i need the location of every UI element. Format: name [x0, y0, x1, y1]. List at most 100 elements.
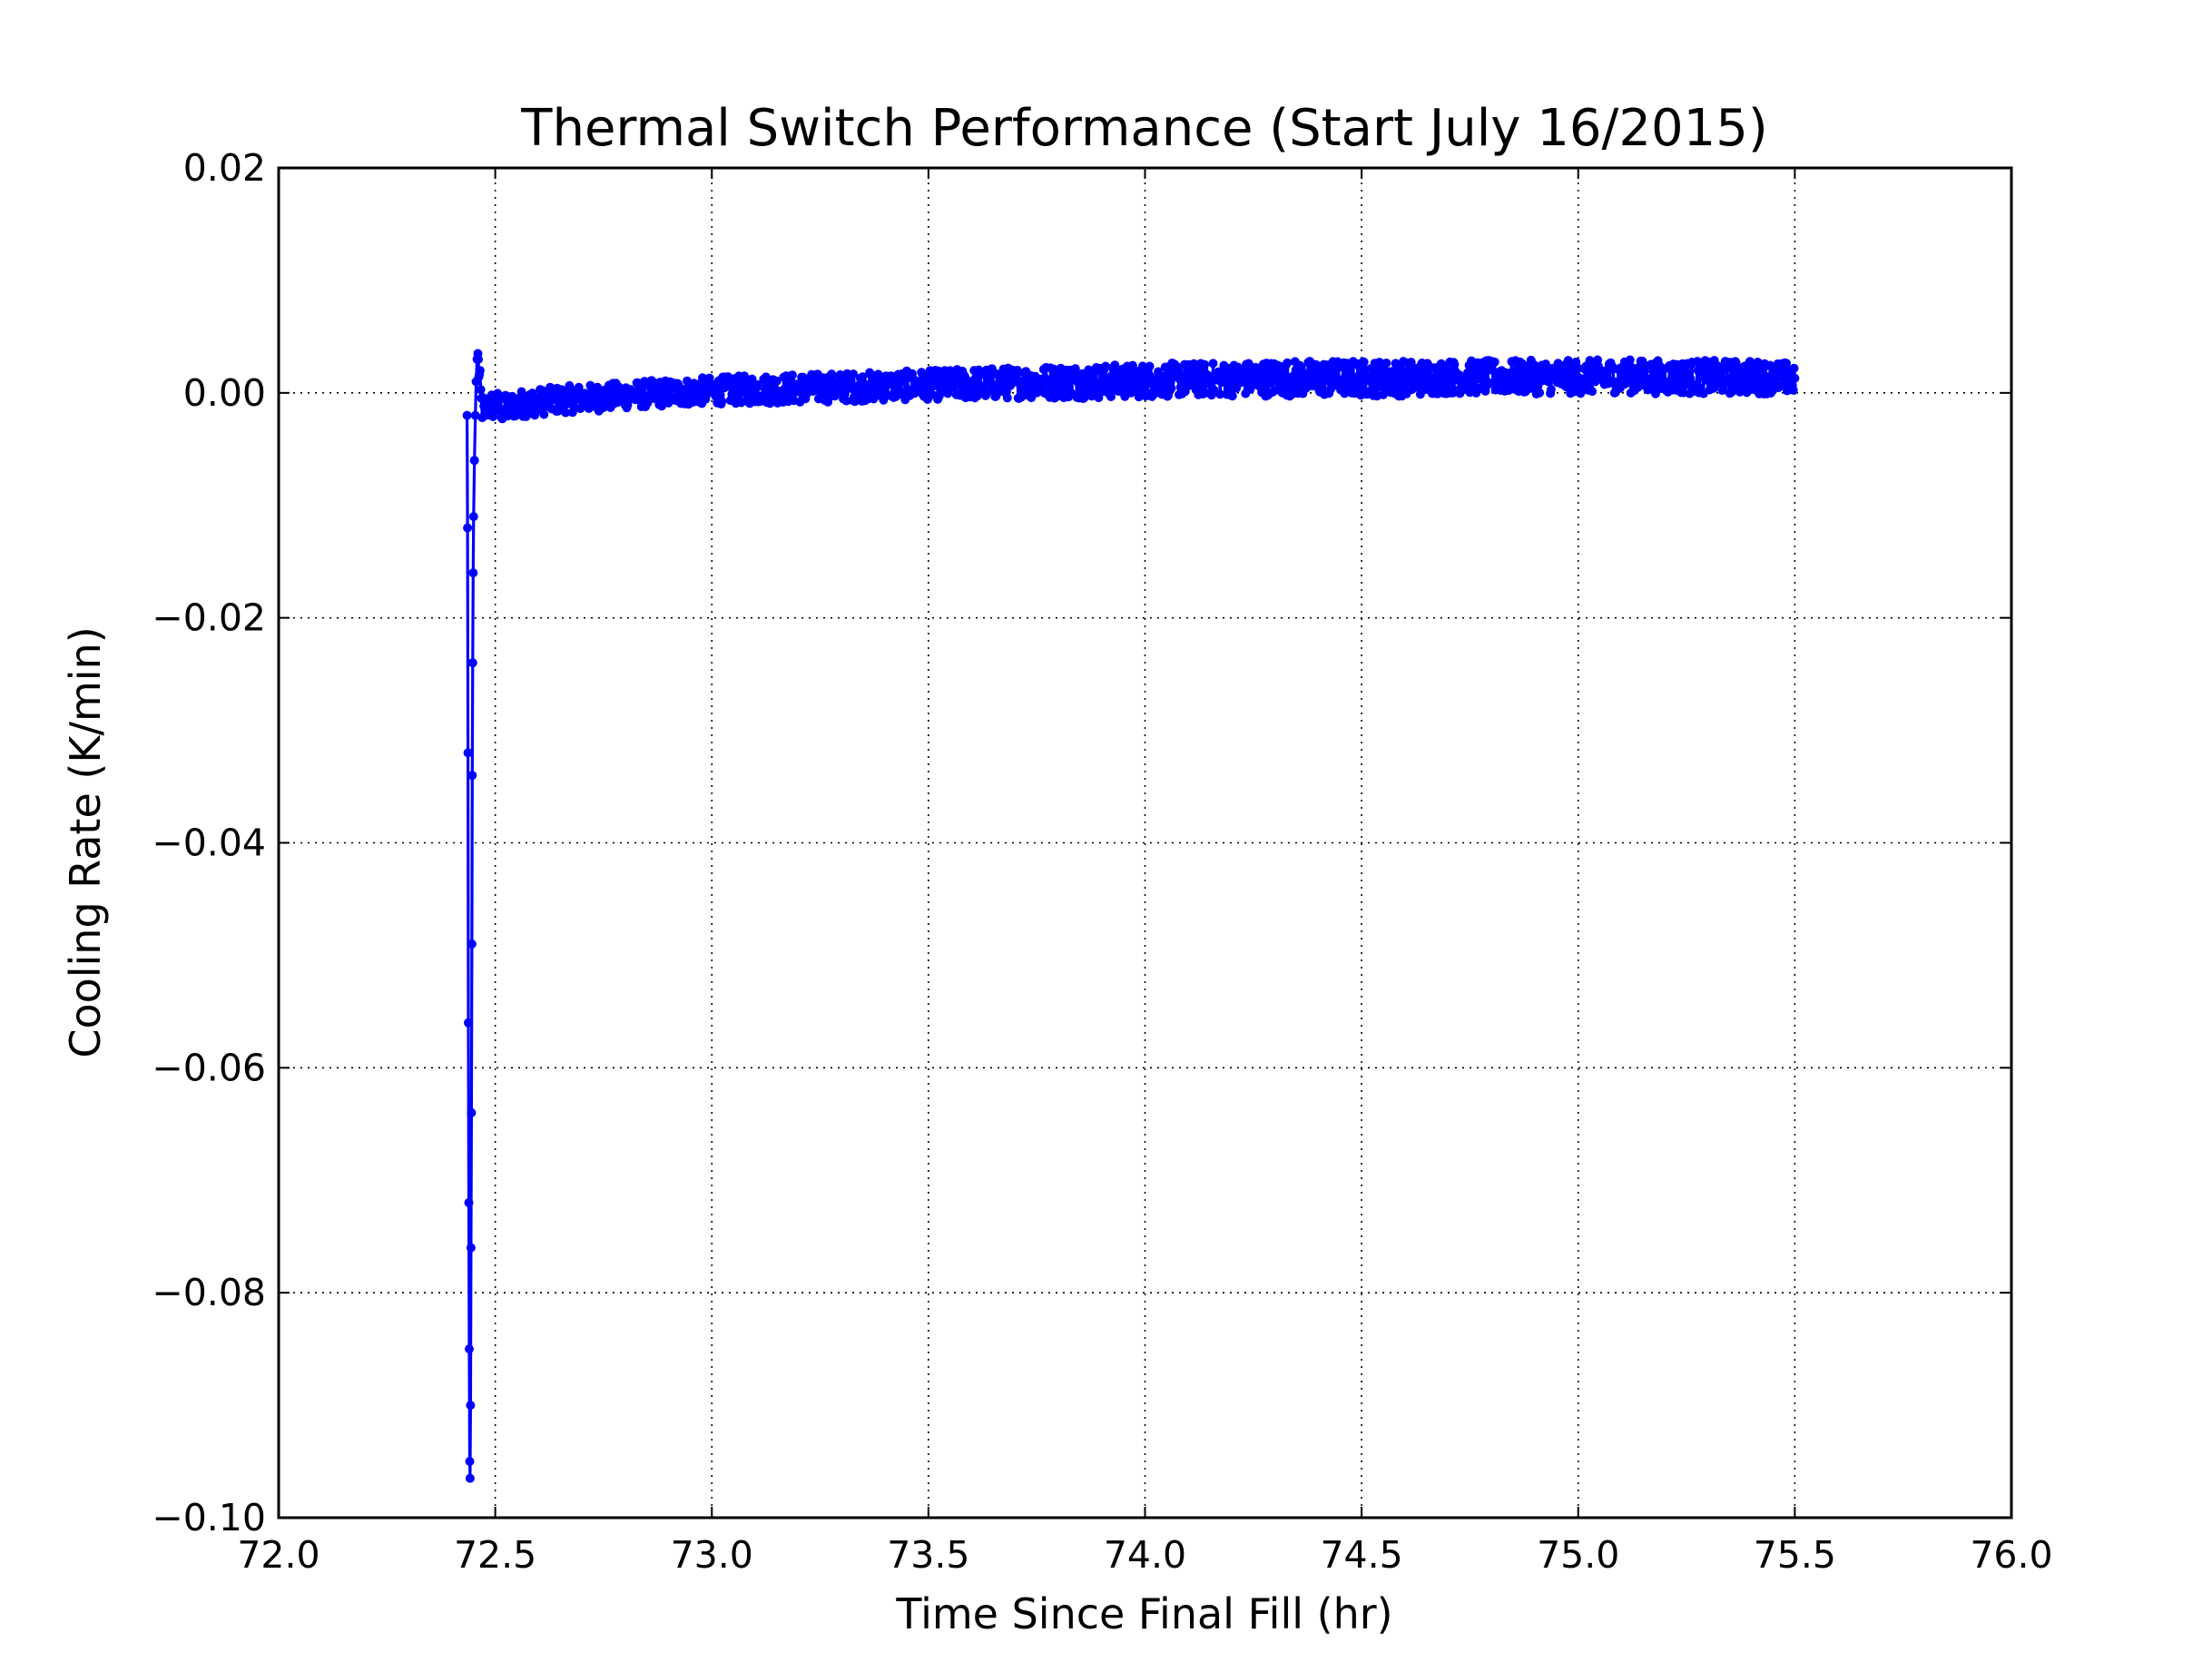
data-point [1340, 388, 1350, 398]
data-point [467, 771, 477, 781]
data-point [464, 1018, 473, 1028]
y-tick-label: −0.06 [152, 1046, 266, 1089]
data-point [752, 379, 762, 389]
data-point [1208, 359, 1218, 369]
x-tick-label: 72.5 [454, 1533, 536, 1577]
data-point [717, 397, 727, 407]
data-point [1448, 388, 1458, 398]
data-point [704, 373, 714, 383]
data-point [1359, 357, 1369, 367]
data-point [858, 372, 868, 382]
data-point [1070, 364, 1080, 374]
data-point [1517, 375, 1527, 385]
data-point [466, 1243, 476, 1253]
data-point [1535, 388, 1545, 398]
y-tick-label: −0.08 [152, 1271, 266, 1314]
data-point [1530, 373, 1540, 382]
data-point [539, 409, 549, 419]
data-point [1200, 359, 1210, 369]
x-tick-label: 74.0 [1104, 1533, 1186, 1577]
data-point [1381, 359, 1391, 368]
data-point [1283, 358, 1293, 368]
data-point [736, 398, 746, 408]
data-point [1374, 358, 1384, 368]
data-point [465, 1344, 474, 1354]
data-point [1130, 385, 1140, 395]
y-tick-label: −0.02 [152, 596, 266, 640]
y-tick-label: −0.04 [152, 821, 266, 865]
data-point [1753, 358, 1763, 367]
x-tick-label: 75.5 [1754, 1533, 1836, 1577]
data-point [1044, 376, 1054, 386]
data-point [1573, 363, 1583, 373]
x-tick-label: 74.5 [1320, 1533, 1402, 1577]
data-point [1101, 361, 1110, 371]
data-point [1790, 373, 1800, 383]
x-tick-label: 75.0 [1537, 1533, 1619, 1577]
data-point [513, 394, 523, 404]
data-point [982, 387, 992, 397]
data-point [849, 369, 859, 379]
chart-title: Thermal Switch Performance (Start July 1… [520, 99, 1767, 158]
x-tick-label: 76.0 [1970, 1533, 2052, 1577]
axis-ticks [278, 167, 2012, 1519]
data-point [897, 387, 906, 397]
data-point [772, 376, 782, 386]
data-point [470, 410, 480, 420]
y-tick-label: 0.02 [183, 146, 266, 190]
data-point [475, 366, 485, 376]
data-point [873, 369, 883, 379]
data-point [1625, 355, 1635, 365]
data-point [1588, 387, 1598, 397]
data-point [1782, 359, 1791, 369]
y-tick-label: 0.00 [183, 371, 266, 415]
data-point [673, 380, 683, 390]
data-point [568, 400, 578, 410]
data-point [662, 388, 671, 398]
data-point [463, 523, 473, 533]
data-point [1686, 374, 1696, 384]
data-point [464, 1198, 474, 1207]
data-point [516, 387, 526, 397]
data-point [469, 456, 479, 466]
data-point [462, 410, 472, 420]
data-point [467, 658, 477, 668]
data-point [1227, 391, 1237, 401]
x-tick-label: 72.0 [237, 1533, 320, 1577]
data-point [1164, 390, 1174, 400]
data-point [567, 408, 577, 418]
data-point [468, 512, 478, 522]
data-point [465, 1473, 475, 1483]
data-point [1002, 393, 1012, 403]
x-tick-label: 73.0 [671, 1533, 753, 1577]
data-point [466, 1401, 476, 1411]
data-point [1215, 389, 1225, 399]
y-tick-label: −0.10 [152, 1496, 266, 1539]
data-point [463, 748, 473, 758]
data-series [462, 349, 1800, 1483]
data-point [584, 404, 594, 413]
data-point [1789, 363, 1799, 373]
data-point [1012, 366, 1022, 375]
data-point [467, 1107, 477, 1117]
data-point [476, 385, 486, 395]
tick-labels: 72.0 72.5 73.0 73.5 74.0 74.5 75.0 75.5 76.0 0.02… [152, 146, 2052, 1577]
data-point [561, 408, 571, 418]
data-point [1159, 375, 1168, 385]
data-point [474, 354, 483, 364]
data-point [1415, 375, 1424, 384]
data-point [1462, 368, 1472, 378]
data-point [1066, 388, 1076, 398]
data-point [468, 568, 478, 578]
data-point [1365, 376, 1375, 386]
series-markers [462, 349, 1800, 1483]
data-point [1106, 392, 1116, 401]
data-point [827, 369, 837, 379]
data-point [465, 1457, 475, 1466]
data-point [593, 382, 603, 392]
data-point [656, 401, 666, 411]
data-point [1145, 361, 1155, 371]
data-point [1425, 377, 1435, 387]
